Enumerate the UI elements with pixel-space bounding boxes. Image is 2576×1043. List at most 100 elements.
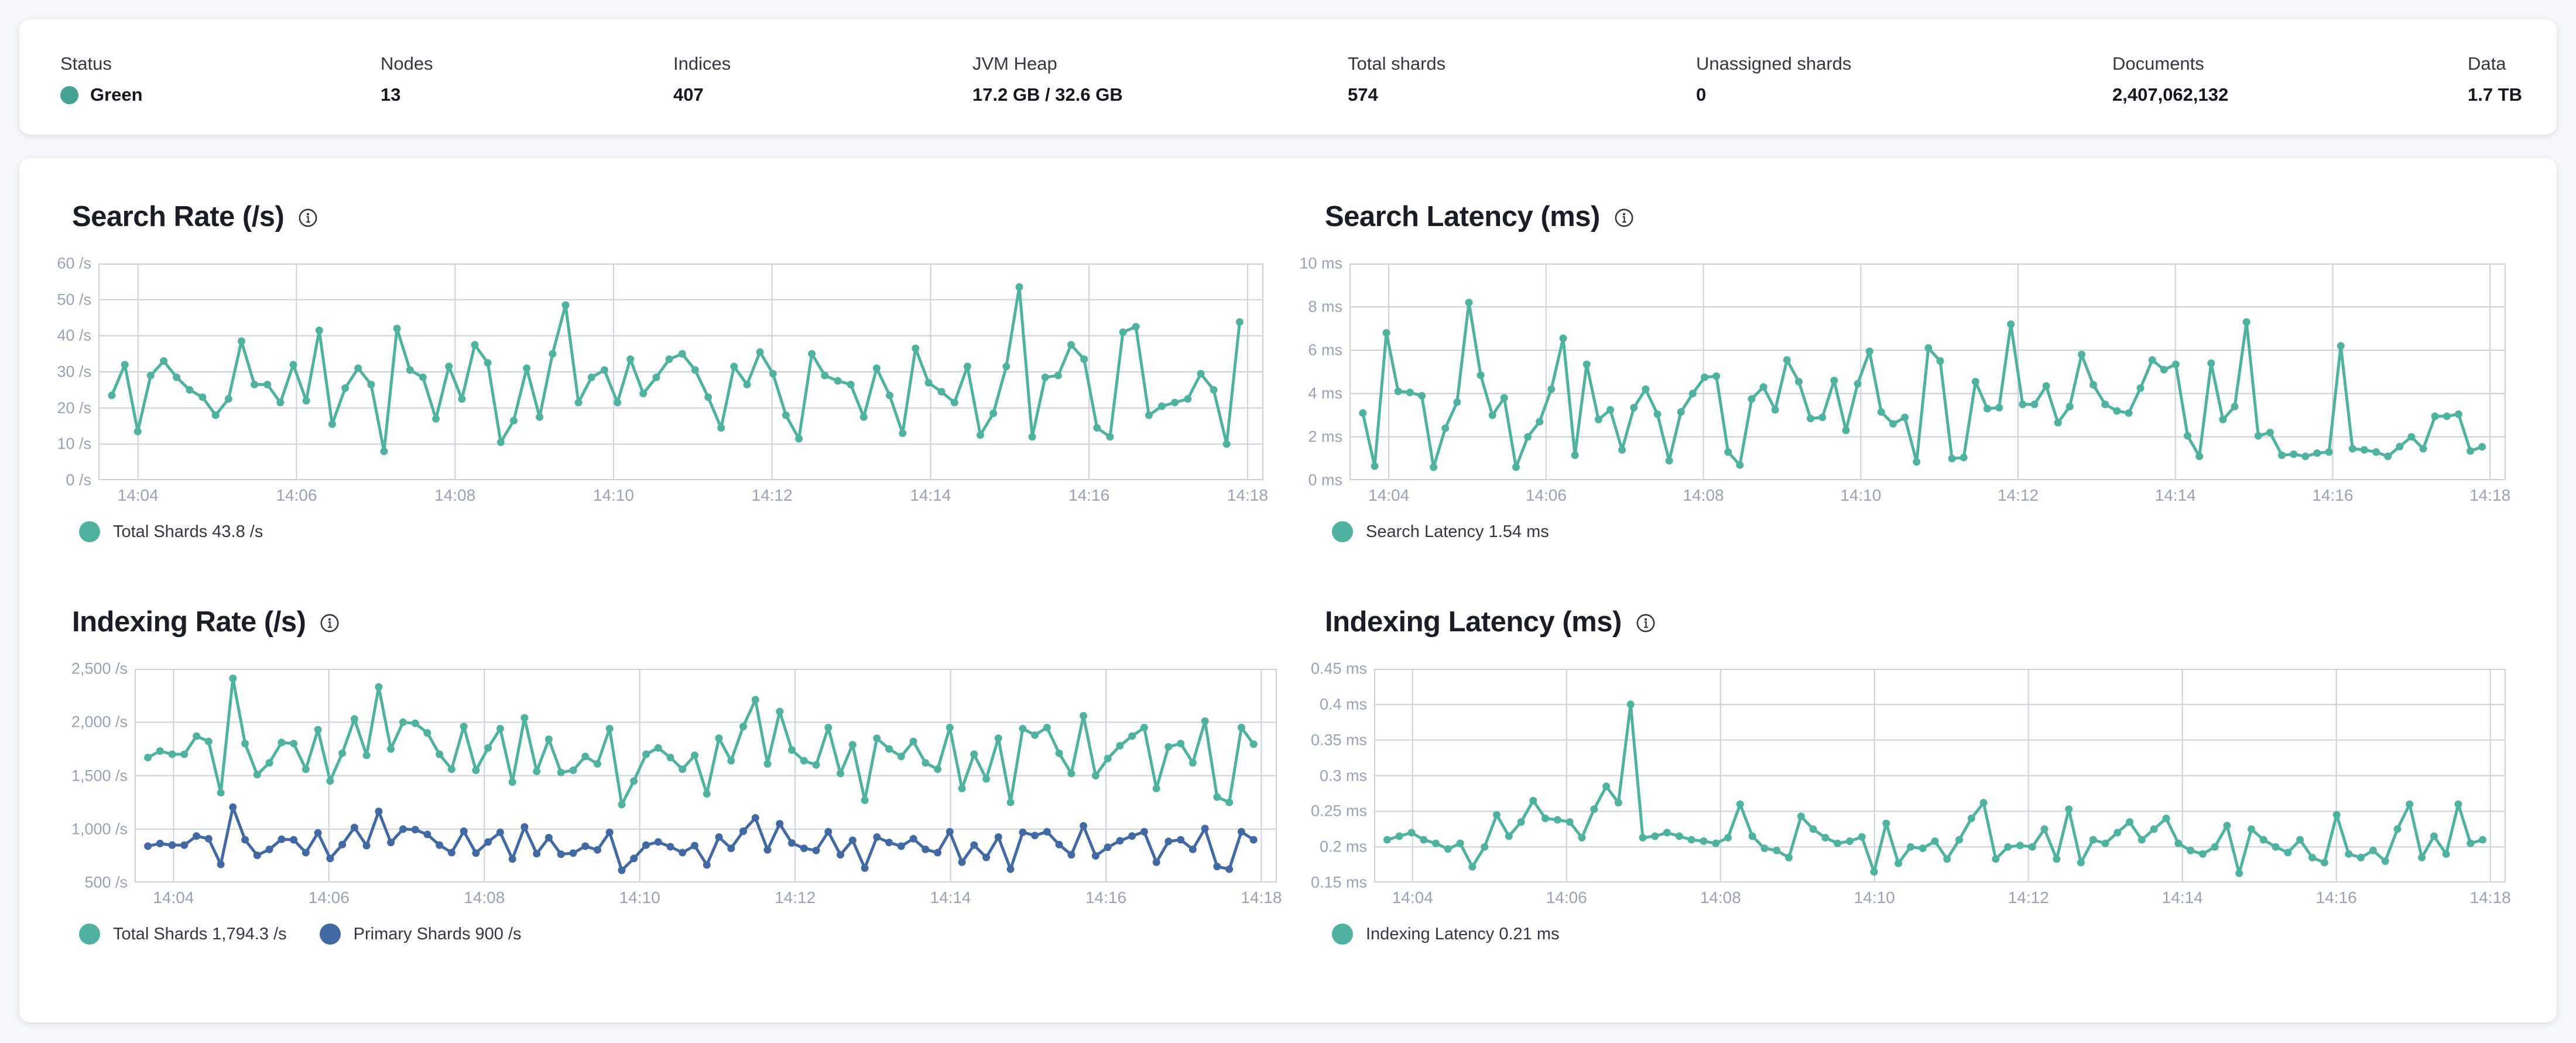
metric-nodes: Nodes 13 — [381, 53, 433, 106]
y-tick-label: 40 /s — [57, 326, 91, 344]
series-point — [290, 740, 298, 748]
legend-item[interactable]: Indexing Latency 0.21 ms — [1332, 924, 1559, 945]
series-point — [375, 683, 383, 691]
series-point — [1407, 829, 1416, 837]
line-chart-svg — [135, 669, 1277, 883]
series-point — [885, 745, 893, 753]
metric-label: Documents — [2112, 53, 2204, 74]
series-point — [1188, 759, 1197, 767]
series-point — [727, 844, 735, 853]
line-chart-plot[interactable]: 14:04 14:06 14:08 14:10 14:12 14:14 14:16 14:18 — [1374, 669, 2511, 908]
y-axis-labels: 500 /s 1,000 /s 1,500 /s 2,000 /s 2,500 /s — [53, 661, 135, 890]
series-point — [447, 765, 455, 773]
series-point — [727, 757, 735, 765]
x-tick-label: 14:04 — [153, 888, 194, 907]
series-point — [509, 416, 518, 425]
y-tick-label: 30 /s — [57, 363, 91, 381]
x-tick-label: 14:08 — [434, 486, 476, 504]
y-tick-label: 1,000 /s — [71, 820, 128, 838]
series-point — [1760, 844, 1769, 853]
legend-item[interactable]: Total Shards 43.8 /s — [79, 521, 263, 542]
chart-indexing-latency: Indexing Latency (ms) 0.15 ms 0.2 ms 0.25 … — [1306, 604, 2511, 945]
legend-item[interactable]: Total Shards 1,794.3 /s — [79, 924, 287, 945]
legend-item[interactable]: Primary Shards 900 /s — [319, 924, 522, 945]
line-chart-svg — [1349, 264, 2506, 480]
y-tick-label: 0.2 ms — [1319, 837, 1367, 856]
series-point — [1015, 283, 1023, 291]
series-point — [496, 828, 504, 836]
series-point — [924, 379, 933, 387]
series-point — [2231, 402, 2239, 411]
line-chart-plot[interactable]: 14:04 14:06 14:08 14:10 14:12 14:14 14:16 14:18 — [135, 669, 1282, 908]
series-point — [2357, 853, 2365, 861]
x-tick-label: 14:14 — [2161, 888, 2203, 907]
info-icon[interactable] — [1614, 208, 1634, 228]
series-point — [1002, 363, 1010, 371]
series-point — [2065, 805, 2073, 813]
metric-value: 2,407,062,132 — [2112, 84, 2229, 105]
info-icon[interactable] — [298, 208, 318, 228]
chart-legend: Total Shards 43.8 /s — [53, 521, 1263, 542]
series-point — [2272, 843, 2280, 851]
series-point — [1785, 853, 1793, 861]
series-point — [1394, 387, 1402, 395]
series-point — [715, 833, 723, 841]
series-point — [1639, 833, 1647, 842]
chart-search-latency: Search Latency (ms) 0 ms 2 ms 4 ms 6 ms 8 ms… — [1299, 199, 2510, 542]
series-point — [1201, 825, 1209, 833]
series-point — [587, 373, 595, 381]
series-point — [1877, 408, 1885, 416]
series-point — [1371, 462, 1379, 470]
info-icon[interactable] — [1636, 613, 1656, 633]
series-point — [652, 373, 660, 381]
series-point — [958, 858, 966, 866]
series-point — [2242, 318, 2250, 326]
y-tick-label: 10 ms — [1299, 254, 1342, 272]
series-point — [899, 429, 907, 437]
series-point — [642, 841, 650, 849]
series-point — [934, 849, 942, 857]
y-tick-label: 0.25 ms — [1310, 802, 1367, 820]
series-point — [861, 796, 869, 804]
line-chart-plot[interactable]: 14:04 14:06 14:08 14:10 14:12 14:14 14:16 14:18 — [1349, 264, 2510, 506]
series-point — [837, 851, 844, 859]
legend-label: Total Shards 43.8 /s — [113, 522, 263, 541]
metric-label: JVM Heap — [972, 53, 1057, 74]
series-point — [1043, 723, 1051, 731]
series-point — [1594, 415, 1602, 423]
series-point — [1924, 344, 1933, 352]
series-point — [1237, 723, 1245, 731]
x-tick-label: 14:06 — [308, 888, 350, 907]
series-point — [1854, 379, 1862, 388]
series-point — [1955, 836, 1963, 844]
chart-legend: Search Latency 1.54 ms — [1306, 521, 2506, 542]
series-point — [2207, 359, 2215, 367]
metric-indices: Indices 407 — [673, 53, 731, 106]
series-point — [2406, 800, 2414, 808]
y-tick-label: 2,500 /s — [71, 659, 128, 678]
legend-item[interactable]: Search Latency 1.54 ms — [1332, 521, 1549, 542]
series-point — [994, 833, 1002, 841]
series-point — [2113, 829, 2122, 837]
y-axis-labels: 0 /s 10 /s 20 /s 30 /s 40 /s 50 /s 60 /s — [53, 255, 98, 488]
series-point — [977, 431, 984, 439]
series-point — [561, 301, 570, 309]
x-axis-labels: 14:04 14:06 14:08 14:10 14:12 14:14 14:16 14:18 — [1374, 883, 2511, 908]
series-point — [354, 364, 362, 372]
line-chart-plot[interactable]: 14:04 14:06 14:08 14:10 14:12 14:14 14:16 14:18 — [98, 264, 1268, 506]
metric-value: 1.7 TB — [2468, 84, 2523, 105]
series-point — [1177, 836, 1185, 844]
series-point — [594, 846, 601, 854]
info-icon[interactable] — [320, 613, 340, 633]
series-point — [763, 846, 772, 854]
series-point — [1500, 394, 1508, 402]
metric-label: Unassigned shards — [1696, 53, 1852, 74]
series-point — [1653, 410, 1662, 418]
series-point — [2198, 850, 2207, 858]
series-point — [1865, 347, 1873, 355]
series-point — [1430, 463, 1438, 471]
series-point — [873, 734, 881, 743]
series-point — [350, 823, 358, 832]
metric-documents: Documents 2,407,062,132 — [2112, 53, 2228, 106]
x-tick-label: 14:04 — [1368, 486, 1410, 504]
